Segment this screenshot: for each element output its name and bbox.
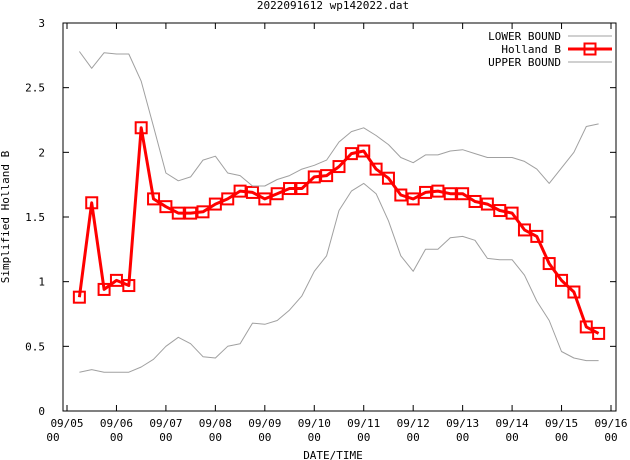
data-point [505, 206, 519, 220]
data-point [579, 320, 593, 334]
y-tick-label: 0.5 [25, 340, 45, 353]
x-tick-date: 09/09 [248, 417, 281, 430]
data-point [184, 206, 198, 220]
x-tick-date: 09/10 [298, 417, 331, 430]
data-point [480, 197, 494, 211]
data-point [233, 184, 247, 198]
y-tick-label: 1 [38, 276, 45, 289]
x-tick-hour: 00 [456, 431, 469, 444]
x-tick-hour: 00 [407, 431, 420, 444]
data-point [369, 162, 383, 176]
data-point [283, 182, 297, 196]
data-point [567, 285, 581, 299]
data-point [592, 326, 606, 340]
x-tick-hour: 00 [555, 431, 568, 444]
data-point [517, 223, 531, 237]
data-point [320, 169, 334, 183]
y-tick-label: 2.5 [25, 82, 45, 95]
data-point [171, 206, 185, 220]
data-point [122, 279, 136, 293]
x-tick-hour: 00 [209, 431, 222, 444]
data-point [431, 184, 445, 198]
y-tick-label: 2 [38, 146, 45, 159]
data-point [258, 192, 272, 206]
data-point [381, 171, 395, 185]
legend-label: Holland B [501, 43, 561, 56]
data-point [245, 185, 259, 199]
x-tick-date: 09/15 [545, 417, 578, 430]
data-point [394, 188, 408, 202]
series-layer [72, 51, 606, 373]
x-tick-date: 09/16 [594, 417, 627, 430]
data-point [72, 290, 86, 304]
plot-frame [62, 22, 617, 412]
data-point [555, 273, 569, 287]
data-point [134, 121, 148, 135]
y-axis-label: Simplified Holland B [0, 150, 12, 283]
data-point [307, 170, 321, 184]
data-point [456, 187, 470, 201]
series-line-holland-b [77, 126, 600, 335]
x-tick-date: 09/07 [149, 417, 182, 430]
x-axis: 09/050009/060009/070009/080009/090009/10… [46, 23, 628, 444]
x-tick-hour: 00 [258, 431, 271, 444]
series-line-lower-bound [79, 182, 599, 373]
x-tick-hour: 00 [159, 431, 172, 444]
x-tick-hour: 00 [110, 431, 123, 444]
y-tick-label: 1.5 [25, 211, 45, 224]
x-tick-date: 09/11 [347, 417, 380, 430]
x-tick-date: 09/12 [397, 417, 430, 430]
legend-label: UPPER BOUND [488, 56, 561, 69]
data-point [443, 187, 457, 201]
series-line-upper-bound [78, 51, 599, 187]
y-tick-label: 3 [38, 17, 45, 30]
legend-marker [583, 42, 597, 56]
data-point [406, 192, 420, 206]
data-point [419, 185, 433, 199]
data-point [85, 196, 99, 210]
data-point [147, 192, 161, 206]
data-point [530, 229, 544, 243]
y-axis: 0 0.5 1 1.5 2 2.5 3 [25, 17, 616, 418]
data-point [468, 194, 482, 208]
data-point [295, 182, 309, 196]
data-point [97, 282, 111, 296]
y-tick-label: 0 [38, 405, 45, 418]
data-point [208, 197, 222, 211]
data-point [159, 200, 173, 214]
x-tick-date: 09/08 [199, 417, 232, 430]
data-point [542, 257, 556, 271]
data-point [196, 205, 210, 219]
data-point [493, 204, 507, 218]
data-point [221, 192, 235, 206]
legend-label: LOWER BOUND [488, 30, 561, 43]
data-point [344, 147, 358, 161]
x-tick-hour: 00 [604, 431, 617, 444]
x-tick-hour: 00 [357, 431, 370, 444]
x-tick-hour: 00 [46, 431, 59, 444]
x-tick-date: 09/06 [100, 417, 133, 430]
x-axis-label: DATE/TIME [303, 449, 363, 460]
data-point [270, 187, 284, 201]
data-point [109, 273, 123, 287]
x-tick-date: 09/13 [446, 417, 479, 430]
data-point [357, 144, 371, 158]
x-tick-hour: 00 [505, 431, 518, 444]
x-tick-date: 09/05 [50, 417, 83, 430]
data-point [332, 160, 346, 174]
x-tick-date: 09/14 [496, 417, 529, 430]
x-tick-hour: 00 [308, 431, 321, 444]
chart-title: 2022091612 wp142022.dat [257, 0, 409, 12]
